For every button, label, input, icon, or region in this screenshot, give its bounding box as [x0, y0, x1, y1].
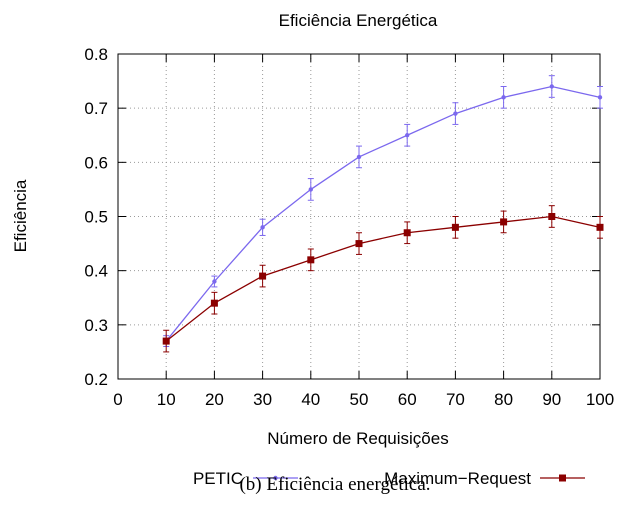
x-tick-label: 40 [301, 390, 320, 409]
data-point [259, 272, 267, 280]
data-point [501, 95, 506, 100]
legend: PETIC Maximum−Request [193, 469, 585, 488]
axis-ticks: 0.2 0.3 0.4 0.5 0.6 0.7 0.8 0 10 20 30 40 50 60 70 80 90… [84, 45, 614, 409]
x-tick-label: 30 [253, 390, 272, 409]
x-tick-label: 0 [113, 390, 122, 409]
data-point [451, 223, 459, 231]
y-axis-title: Eficiência [11, 179, 30, 252]
series-layer [162, 75, 604, 353]
y-tick-label: 0.2 [84, 370, 108, 389]
x-tick-label: 20 [205, 390, 224, 409]
data-point [210, 299, 218, 307]
x-axis-title: Número de Requisições [267, 429, 448, 448]
y-tick-label: 0.5 [84, 208, 108, 227]
data-point [500, 218, 508, 226]
chart-title: Eficiência Energética [279, 11, 438, 30]
y-tick-label: 0.3 [84, 316, 108, 335]
x-tick-label: 90 [542, 390, 561, 409]
data-point [308, 187, 313, 192]
grid [118, 54, 600, 379]
data-point [307, 256, 315, 264]
x-tick-label: 100 [586, 390, 614, 409]
legend-swatch-marker [559, 474, 566, 482]
data-point [596, 223, 604, 231]
x-tick-label: 10 [157, 390, 176, 409]
data-point [405, 133, 410, 138]
series-1 [162, 205, 604, 353]
data-point [355, 240, 363, 248]
data-point [162, 337, 170, 345]
y-tick-label: 0.7 [84, 99, 108, 118]
x-tick-label: 80 [494, 390, 513, 409]
y-tick-label: 0.4 [84, 262, 108, 281]
series-line [165, 215, 601, 342]
data-point [453, 111, 458, 116]
data-point [597, 95, 603, 100]
series-line [165, 85, 601, 342]
data-point [260, 225, 265, 230]
legend-label: PETIC [193, 469, 243, 488]
legend-item-1: Maximum−Request [384, 469, 585, 488]
legend-label: Maximum−Request [384, 469, 531, 488]
y-tick-label: 0.8 [84, 45, 108, 64]
x-tick-label: 50 [350, 390, 369, 409]
legend-item-0: PETIC [193, 469, 298, 488]
legend-swatch-marker [273, 475, 278, 481]
series-0 [163, 75, 603, 347]
figure-caption: (b) Eficiência energética. [239, 474, 430, 495]
data-point [548, 213, 556, 220]
data-point [212, 279, 217, 284]
x-tick-label: 70 [446, 390, 465, 409]
data-point [356, 154, 362, 160]
x-tick-label: 60 [398, 390, 417, 409]
data-point [403, 229, 411, 237]
data-point [549, 84, 554, 89]
y-tick-label: 0.6 [84, 153, 108, 172]
